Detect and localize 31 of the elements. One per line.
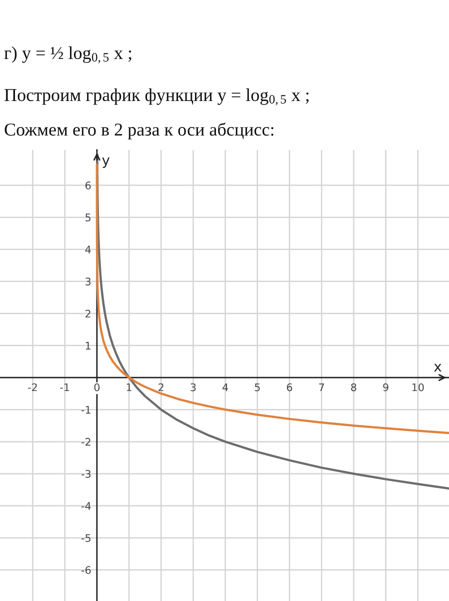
y-tick-label: -2 [81, 438, 90, 446]
x-tick-label: 3 [190, 383, 196, 392]
line-series [96, 153, 449, 490]
x-tick-label: 10 [412, 383, 424, 392]
x-tick-label: 1 [126, 383, 132, 392]
y-tick-label: -6 [81, 566, 91, 574]
y-axis-title: y [102, 157, 110, 168]
x-tick-label: 4 [222, 383, 228, 392]
chart-title: г) y = ½ log$_{0,5}$ x ; [4, 46, 132, 64]
y-tick-label: 1 [86, 342, 90, 350]
x-tick-label: 2 [158, 383, 164, 392]
y-tick-label: -4 [81, 502, 91, 510]
y-tick-label: -3 [81, 470, 91, 478]
x-tick-label: 6 [286, 383, 292, 392]
y-tick-label: 3 [86, 278, 91, 286]
y-tick-label: 6 [85, 181, 91, 190]
text: Сожмем его в 2 раза к оси абсцисс: [4, 122, 274, 140]
x-tick-label: 9 [383, 383, 388, 392]
x-tick-label: 7 [319, 383, 324, 392]
y-tick-label: 4 [85, 246, 91, 254]
y-tick-label: -5 [81, 534, 90, 542]
y-tick-label: 5 [86, 214, 90, 222]
x-tick-label: 5 [254, 383, 260, 392]
x-tick-label: 0 [94, 383, 100, 392]
x-axis-title: x [434, 364, 442, 372]
x-tick-label: -1 [60, 383, 70, 392]
x-tick-label: -2 [28, 383, 37, 392]
chart-subtitle: Построим график функции y = log$_{0,5}$ x ; [4, 88, 309, 106]
y-tick-label: 2 [86, 310, 90, 318]
x-tick-label: 8 [351, 383, 356, 392]
y-tick-label: -1 [81, 406, 90, 414]
